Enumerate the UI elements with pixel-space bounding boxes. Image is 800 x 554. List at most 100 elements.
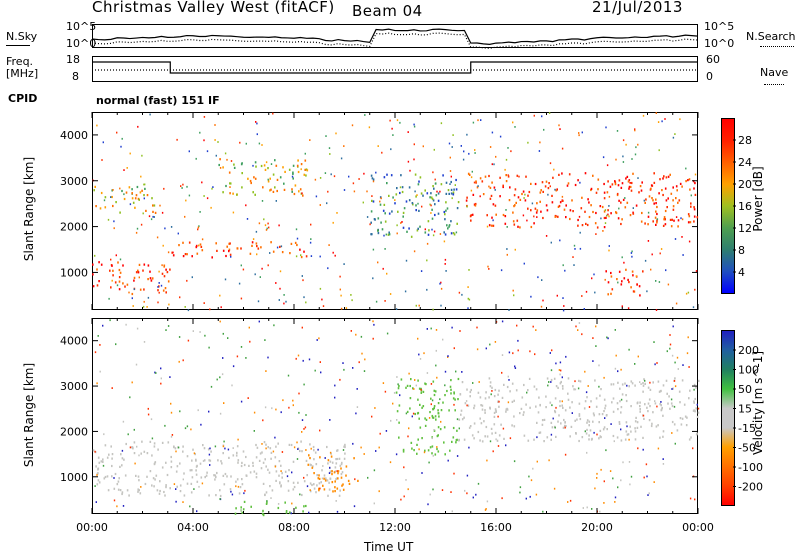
data-cell [559,400,561,403]
data-cell [626,201,629,204]
data-cell [118,268,121,272]
nsky-legend-line [6,45,30,46]
data-cell [225,184,227,188]
data-cell [437,402,440,405]
data-cell [419,426,422,429]
data-cell [334,486,336,489]
data-cell [191,476,194,479]
noise-cell [123,193,125,196]
noise-cell [353,505,356,508]
data-cell [549,401,552,404]
data-cell [309,457,311,460]
data-cell [426,192,429,195]
data-cell [188,241,191,244]
noise-cell [523,262,525,265]
noise-cell [201,181,203,184]
noise-cell [223,440,225,443]
data-cell [377,232,380,235]
data-cell [638,191,640,194]
noise-cell [291,502,293,505]
data-cell [434,213,436,217]
data-cell [240,506,242,509]
noise-cell [541,279,543,281]
noise-cell [193,488,195,490]
data-cell [165,484,167,487]
noise-cell [178,336,181,338]
data-cell [567,398,570,401]
data-cell [503,437,505,440]
noise-cell [442,338,444,341]
data-cell [642,436,644,439]
noise-cell [411,415,413,418]
data-cell [326,479,329,482]
data-cell [615,211,618,215]
power-colorbar-tick: 28 [738,134,752,147]
data-cell [687,213,690,216]
noise-cell [94,351,97,354]
noise-cell [647,211,650,214]
data-cell [276,178,279,181]
noise-cell [564,269,566,272]
data-cell [586,421,588,424]
noise-cell [555,406,557,409]
noise-cell [200,423,202,426]
noise-cell [615,158,617,161]
data-cell [192,448,194,451]
noise-cell [603,376,605,379]
noise-cell [203,116,206,118]
data-cell [476,186,479,189]
data-cell [629,425,631,428]
noise-cell [374,407,376,409]
noise-cell [562,297,564,299]
noise-cell [550,433,553,436]
noise-cell [583,308,585,310]
data-cell [660,404,662,407]
data-cell [329,460,332,463]
noise-cell [272,450,275,453]
data-cell [621,393,624,396]
data-cell [659,390,662,393]
data-cell [519,412,521,415]
data-cell [538,396,540,399]
noise-cell [267,222,269,225]
data-cell [270,241,272,244]
noise-cell [303,476,305,479]
noise-cell [321,298,323,301]
data-cell [335,478,337,481]
data-cell [113,487,116,490]
data-cell [484,411,486,414]
noise-cell [608,195,611,198]
noise-cell [239,141,241,144]
noise-cell [335,132,337,135]
noise-cell [669,334,671,336]
noise-cell [265,447,267,450]
data-cell [677,219,680,222]
noise-cell [490,393,492,396]
data-cell [269,177,271,180]
data-cell [219,489,221,492]
noise-cell [278,299,280,301]
noise-cell [584,430,586,433]
noise-cell [352,182,355,185]
data-cell [291,188,293,191]
noise-cell [258,222,261,225]
noise-cell [554,188,556,191]
noise-cell [111,279,113,282]
y-tick-label: 3000 [60,380,88,393]
data-cell [593,414,595,417]
data-cell [92,449,95,452]
data-cell [655,198,657,201]
data-cell [427,220,430,223]
noise-cell [302,359,304,362]
noise-cell [548,112,551,114]
data-cell [175,470,178,473]
data-cell [686,416,688,419]
data-cell [139,191,142,194]
noise-cell [658,281,661,283]
data-cell [126,283,129,286]
data-cell [157,448,159,451]
data-cell [397,387,400,390]
noise-cell [632,207,634,209]
power-colorbar-tick: 8 [738,244,745,257]
